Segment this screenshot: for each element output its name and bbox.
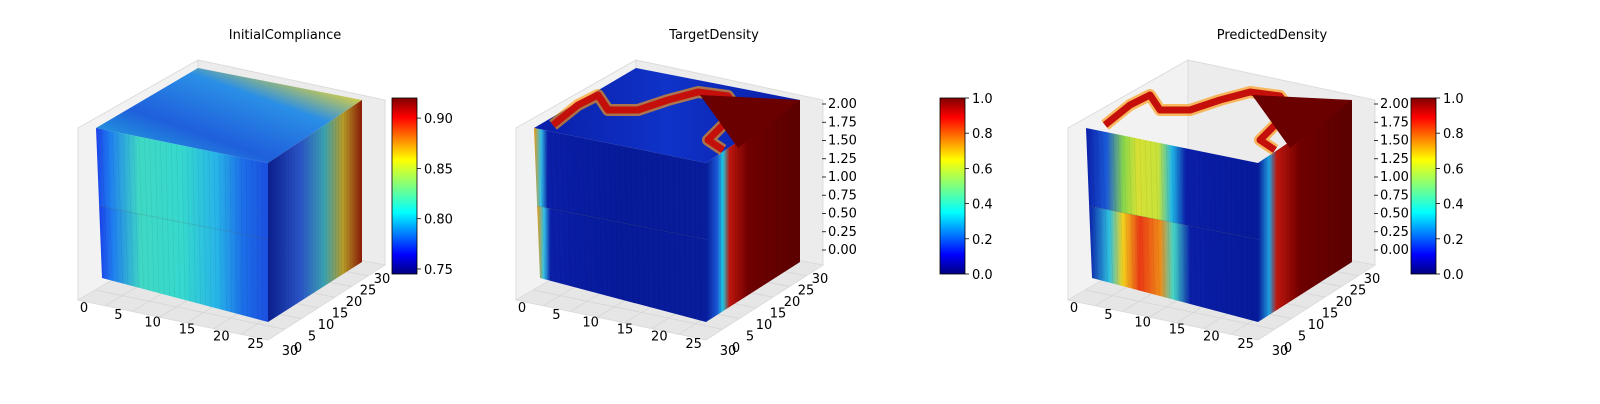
colorbar-1: 0.75 0.80 0.85 0.90: [392, 98, 453, 278]
y-tick-label: 30: [812, 272, 829, 287]
colorbar-tick-label: 1.0: [972, 92, 993, 107]
x-tick-label: 10: [582, 315, 599, 330]
x-tick-label: 25: [1237, 337, 1254, 352]
z-tick-label: 0.75: [828, 188, 857, 203]
z-tick-label: 0.25: [828, 225, 857, 240]
colorbar-tick-label: 0.2: [1443, 233, 1464, 248]
x-tick-label: 20: [651, 330, 668, 345]
x-tick-label: 10: [144, 315, 161, 330]
colorbar-2: 0.0 0.2 0.4 0.6 0.8 1.0: [940, 92, 993, 283]
z-tick-label: 1.00: [1380, 170, 1409, 185]
colorbar-tick-label: 0.8: [972, 127, 993, 142]
z-tick-label: 0.25: [1380, 225, 1409, 240]
colorbar-tick-label: 0.8: [1443, 127, 1464, 142]
x-tick-label: 15: [179, 323, 196, 338]
colorbar-gradient: [392, 98, 417, 274]
x-tick-label: 15: [617, 323, 634, 338]
colorbar-tick-label: 0.4: [972, 198, 993, 213]
z-tick-label: 1.25: [1380, 152, 1409, 167]
y-tick-label: 30: [1364, 272, 1381, 287]
z-tick-label: 1.50: [828, 134, 857, 149]
x-tick-label: 25: [247, 337, 264, 352]
panel-title: TargetDensity: [668, 28, 759, 43]
colorbar-tick-label: 0.4: [1443, 198, 1464, 213]
panel-title: PredictedDensity: [1217, 28, 1328, 43]
z-tick-label: 1.25: [828, 152, 857, 167]
x-tick-label: 20: [1203, 330, 1220, 345]
z-tick-label: 0.00: [828, 243, 857, 258]
z-tick-label: 0.50: [1380, 207, 1409, 222]
z-tick-label: 1.00: [828, 170, 857, 185]
panel-title: InitialCompliance: [229, 28, 342, 43]
z-tick-label: 1.50: [1380, 134, 1409, 149]
colorbar-tick-label: 0.6: [1443, 162, 1464, 177]
colorbar-tick-label: 0.90: [424, 112, 453, 127]
y-tick-label: 0: [732, 341, 740, 356]
y-tick-label: 5: [1298, 330, 1306, 345]
x-tick-label: 0: [1070, 301, 1078, 316]
colorbar-tick-label: 0.6: [972, 162, 993, 177]
colorbar-tick-label: 0.80: [424, 213, 453, 228]
z-tick-label: 2.00: [1380, 97, 1409, 112]
colorbar-gradient: [940, 98, 965, 274]
y-tick-label: 0: [294, 341, 302, 356]
z-tick-label: 0.75: [1380, 188, 1409, 203]
z-tick-label: 2.00: [828, 97, 857, 112]
colorbar-tick-label: 0.85: [424, 162, 453, 177]
x-tick-label: 25: [685, 337, 702, 352]
x-tick-label: 5: [114, 308, 122, 323]
x-tick-label: 0: [80, 301, 88, 316]
colorbar-tick-label: 1.0: [1443, 92, 1464, 107]
y-tick-label: 30: [374, 272, 391, 287]
x-tick-label: 5: [552, 308, 560, 323]
y-tick-label: 5: [308, 330, 316, 345]
z-tick-label: 0.00: [1380, 243, 1409, 258]
y-tick-label: 0: [1284, 341, 1292, 356]
colorbar-tick-label: 0.0: [972, 268, 993, 283]
colorbar-gradient: [1411, 98, 1436, 274]
colorbar-3: 0.0 0.2 0.4 0.6 0.8 1.0: [1411, 92, 1464, 283]
colorbar-tick-label: 0.0: [1443, 268, 1464, 283]
x-tick-label: 15: [1169, 323, 1186, 338]
z-tick-label: 0.50: [828, 207, 857, 222]
z-tick-label: 1.75: [828, 115, 857, 130]
x-tick-label: 0: [518, 301, 526, 316]
colorbar-tick-label: 0.75: [424, 263, 453, 278]
z-tick-label: 1.75: [1380, 115, 1409, 130]
x-tick-label: 10: [1134, 315, 1151, 330]
colorbar-tick-label: 0.2: [972, 233, 993, 248]
x-tick-label: 20: [213, 330, 230, 345]
y-tick-label: 5: [746, 330, 754, 345]
x-tick-label: 5: [1104, 308, 1112, 323]
